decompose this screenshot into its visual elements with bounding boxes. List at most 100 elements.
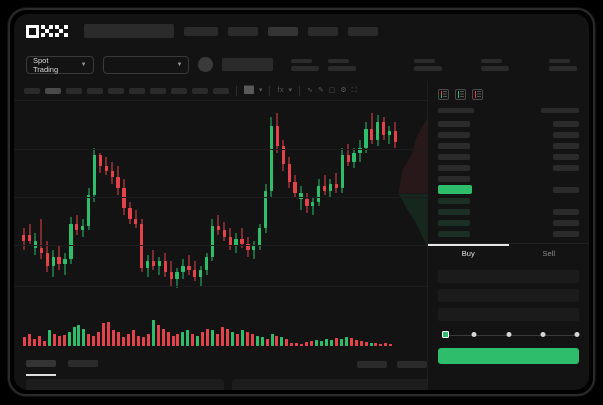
candle-body — [151, 261, 156, 266]
submit-order-button[interactable] — [438, 348, 579, 364]
timeframe-button-5[interactable] — [108, 87, 124, 94]
bottom-panel-left[interactable] — [26, 379, 224, 390]
bottom-action-1[interactable] — [357, 361, 387, 368]
bottom-tab-2[interactable] — [68, 360, 98, 367]
nav-item-2[interactable] — [228, 26, 258, 36]
logo-glyph-x — [55, 24, 68, 38]
orderbook-row[interactable] — [428, 129, 589, 140]
timeframe-button-8[interactable] — [171, 87, 187, 94]
pair-selector-dropdown[interactable]: ▼ — [102, 55, 190, 74]
orderbook-row[interactable] — [428, 217, 589, 228]
orderbook-row[interactable] — [428, 228, 589, 239]
spread-price — [438, 185, 472, 194]
amount-percent-slider[interactable] — [440, 331, 580, 339]
candle-body — [222, 230, 226, 238]
timeframe-button-6[interactable] — [129, 87, 145, 94]
slider-handle[interactable] — [442, 331, 449, 338]
orderbook-size — [553, 230, 579, 237]
orderbook-row[interactable] — [428, 140, 589, 151]
candle-wick — [324, 175, 326, 195]
line-tool-icon[interactable]: ∿ — [306, 87, 313, 94]
timeframe-button-4[interactable] — [87, 87, 103, 94]
timeframe-button-1[interactable] — [24, 87, 40, 94]
orderbook-both-icon[interactable] — [438, 89, 449, 100]
logo-glyph-k — [40, 24, 54, 38]
chevron-down-icon[interactable]: ▾ — [288, 87, 292, 94]
timeframe-button-2[interactable] — [45, 87, 61, 94]
timeframe-button-10[interactable] — [213, 87, 229, 94]
market-stat-label — [549, 58, 570, 63]
volume-bar — [315, 339, 319, 346]
orderbook-asks-icon[interactable] — [472, 89, 483, 100]
timeframe-button-9[interactable] — [192, 87, 208, 94]
volume-chart — [14, 306, 439, 354]
candle — [27, 101, 32, 306]
orderbook-row[interactable] — [428, 173, 589, 184]
candle-wick — [152, 250, 154, 271]
nav-item-3[interactable] — [268, 26, 298, 36]
candle-wick — [335, 172, 337, 193]
candle-body — [169, 272, 173, 280]
camera-icon[interactable]: ▢ — [328, 87, 336, 94]
orderbook-row[interactable] — [428, 151, 589, 162]
okx-logo[interactable] — [26, 24, 68, 38]
candle-body — [381, 121, 386, 136]
bottom-panel-right[interactable] — [231, 379, 429, 390]
candle — [275, 101, 280, 306]
order-price-field[interactable] — [438, 270, 579, 283]
price-chart[interactable] — [14, 101, 439, 306]
orderbook-price — [438, 142, 470, 149]
orderbook-price-column-header — [438, 108, 474, 113]
market-stat-2 — [328, 58, 357, 71]
orderbook-size — [553, 164, 579, 171]
candle-body — [240, 239, 244, 244]
orderbook-bids-icon[interactable] — [455, 89, 466, 100]
fullscreen-icon[interactable]: ⛶ — [351, 87, 357, 94]
candle — [39, 101, 44, 306]
orderbook-row[interactable] — [428, 195, 589, 206]
volume-bar — [339, 339, 343, 346]
chevron-down-icon: ▼ — [176, 61, 183, 68]
candle — [293, 101, 297, 306]
slider-stop-50[interactable] — [506, 332, 511, 337]
slider-stop-25[interactable] — [471, 332, 477, 337]
trading-mode-dropdown[interactable]: Spot Trading ▼ — [26, 55, 94, 74]
candles-icon[interactable]: ██ — [244, 87, 254, 94]
timeframe-button-3[interactable] — [66, 87, 82, 94]
candle-body — [92, 155, 97, 195]
volume-bar — [216, 333, 220, 346]
candle-body — [281, 146, 285, 164]
candle — [33, 101, 38, 306]
slider-stop-75[interactable] — [540, 332, 546, 337]
orderbook-row[interactable] — [428, 206, 589, 217]
volume-bar — [151, 320, 155, 346]
bottom-tab-1[interactable] — [26, 360, 56, 367]
indicators-icon[interactable]: f x — [277, 87, 284, 94]
volume-bar — [146, 333, 150, 346]
candle-body — [33, 241, 38, 249]
candle — [69, 101, 73, 306]
timeframe-button-7[interactable] — [150, 87, 166, 94]
orderbook-row[interactable] — [428, 162, 589, 173]
pencil-icon[interactable]: ✎ — [317, 87, 324, 94]
bottom-action-2[interactable] — [397, 361, 427, 368]
candle-body — [340, 155, 344, 189]
sell-tab[interactable]: Sell — [542, 249, 555, 258]
slider-stop-100[interactable] — [574, 332, 580, 337]
order-total-field[interactable] — [438, 308, 579, 321]
volume-bar — [265, 339, 269, 346]
global-search-input[interactable] — [84, 24, 174, 38]
candle — [393, 101, 398, 306]
buy-tab[interactable]: Buy — [461, 249, 475, 258]
nav-item-4[interactable] — [308, 26, 338, 36]
chevron-down-icon[interactable]: ▾ — [258, 87, 263, 94]
candle — [199, 101, 203, 306]
order-amount-field[interactable] — [438, 289, 579, 302]
candle-body — [275, 126, 280, 147]
settings-icon[interactable]: ⚙ — [340, 87, 347, 94]
orderbook-row[interactable] — [428, 118, 589, 129]
candle-wick — [347, 144, 349, 167]
nav-item-5[interactable] — [348, 26, 378, 36]
candle-body — [228, 237, 232, 246]
nav-item-1[interactable] — [184, 26, 218, 36]
